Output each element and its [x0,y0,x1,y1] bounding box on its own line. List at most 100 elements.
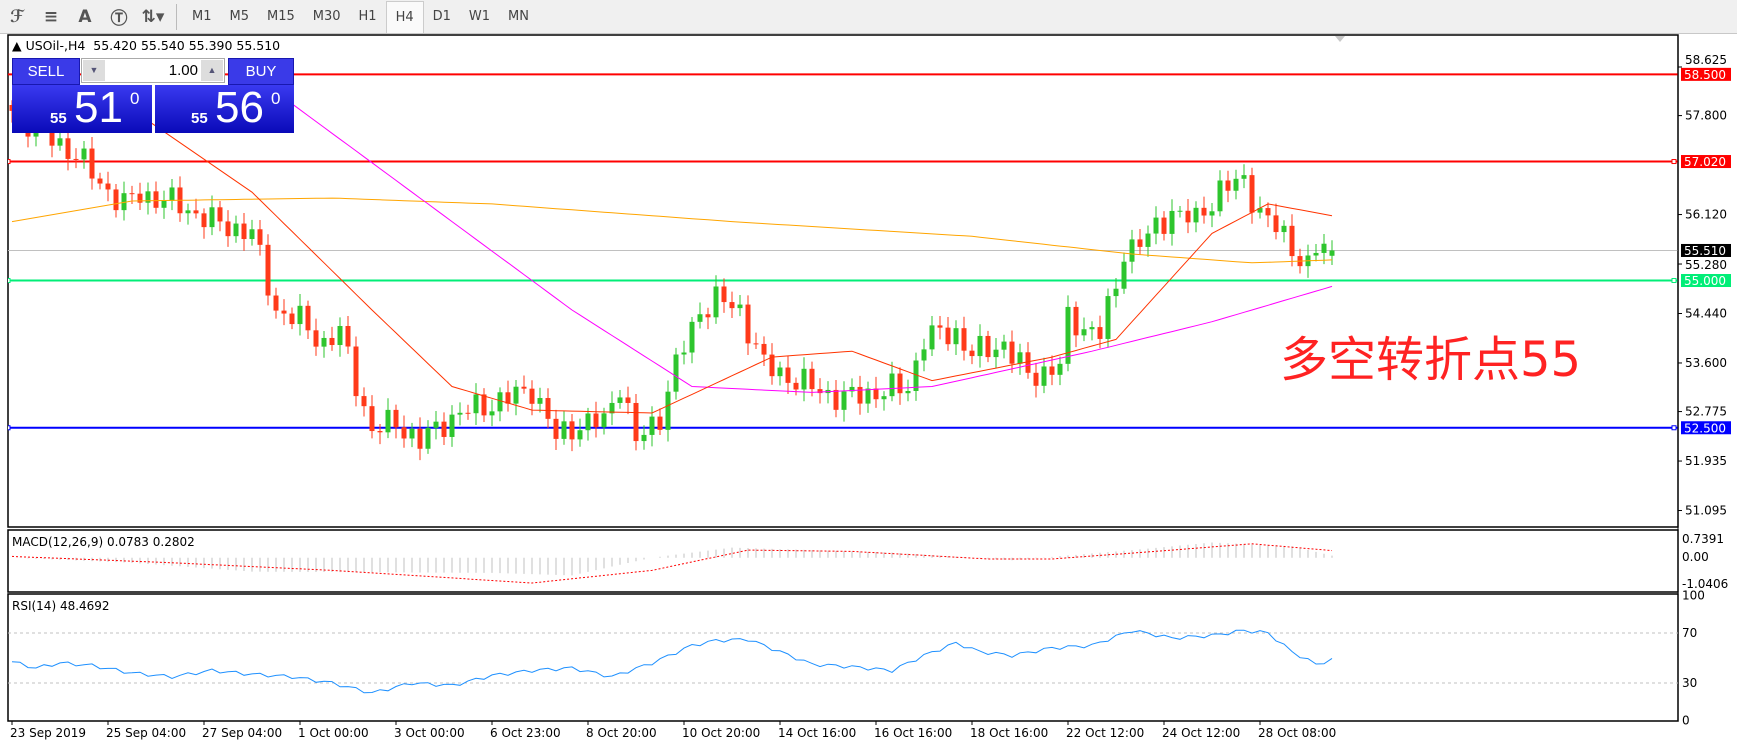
increase-icon[interactable]: ▲ [201,60,223,81]
candle-body [817,389,823,394]
candle-body [1169,210,1175,234]
candle-body [65,138,71,159]
price-tag [1681,421,1731,435]
chart-header: ▲ USOil-,H4 55.420 55.540 55.390 55.510 [12,38,281,53]
time-tick-label: 25 Sep 04:00 [106,726,186,740]
time-tick-label: 3 Oct 00:00 [394,726,465,740]
candle-body [617,397,623,403]
candle-body [1009,341,1015,364]
candle-body [73,158,79,160]
candle-body [441,421,447,437]
fibonacci-fan-icon[interactable]: ≡ [43,6,59,27]
quantity-input[interactable]: 1.00 [168,62,198,79]
candle-body [1145,233,1151,247]
candle-body [113,189,119,211]
rsi-tick-label: 100 [1682,589,1705,603]
candle-body [1025,352,1031,373]
time-tick-label: 8 Oct 20:00 [586,726,657,740]
buy-button[interactable]: BUY [228,58,294,85]
candle-body [569,421,575,440]
candle-body [513,386,519,404]
candle-body [881,396,887,400]
arrows-icon[interactable]: ⇅▾ [141,6,165,27]
text-icon[interactable]: A [78,6,92,27]
candle-body [961,328,967,351]
candle-body [921,349,927,361]
price-plot [8,62,1678,461]
candle-body [993,349,999,358]
timeframe-d1[interactable]: D1 [432,8,451,24]
candle-body [297,305,303,325]
candle-body [105,183,111,190]
candle-body [1017,352,1023,364]
timeframe-w1[interactable]: W1 [468,8,491,24]
buy-price[interactable]: 55 56 0 [155,83,294,133]
timeframe-m15[interactable]: M15 [267,8,295,24]
timeframe-m30[interactable]: M30 [312,8,341,24]
timeframe-h1[interactable]: H1 [358,8,377,24]
candle-body [497,392,503,412]
candle-body [433,421,439,428]
candle-body [209,207,215,228]
candle-body [953,328,959,345]
candle-body [897,373,903,394]
buy-price-fraction: 0 [271,89,281,108]
candle-body [129,193,135,195]
candle-body [153,191,159,208]
candle-body [97,178,103,184]
time-tick-label: 27 Sep 04:00 [202,726,282,740]
timeframe-mn[interactable]: MN [508,8,529,24]
candle-body [337,326,343,346]
candle-body [1001,341,1007,350]
text-label-icon[interactable]: Ⓣ [110,9,128,29]
moving-average-line [11,197,1333,264]
line-anchor [8,278,11,284]
candle-body [1161,217,1167,234]
candle-body [289,313,295,325]
decrease-icon[interactable]: ▼ [83,60,105,81]
candle-body [241,223,247,240]
candle-body [145,191,151,203]
candle-body [721,286,727,303]
sell-price[interactable]: 55 51 0 [12,83,152,133]
candle-body [865,388,871,404]
candle-body [793,382,799,390]
candle-body [345,326,351,347]
candle-body [777,367,783,377]
timeframe-m5[interactable]: M5 [229,8,250,24]
ohlc-values: 55.420 55.540 55.390 55.510 [93,38,281,53]
moving-average-line [131,109,1333,414]
moving-average-line [235,62,1333,393]
one-click-trading-panel: SELL ▼ 1.00 ▲ BUY 55 51 0 55 56 0 [12,58,294,133]
candle-body [1209,211,1215,216]
candle-body [305,305,311,331]
candle-body [393,409,399,428]
candle-body [1249,175,1255,213]
candle-body [697,314,703,322]
candle-body [1041,366,1047,386]
symbol-label: USOil-,H4 [25,38,86,53]
candle-body [465,412,471,414]
candle-body [1065,306,1071,364]
sell-button[interactable]: SELL [12,58,80,85]
candle-body [673,354,679,392]
timeframe-h4[interactable]: H4 [385,0,424,33]
candle-body [1321,243,1327,253]
candle-body [457,412,463,415]
candle-body [553,418,559,439]
quantity-stepper[interactable]: ▼ 1.00 ▲ [81,58,225,83]
time-tick-label: 28 Oct 08:00 [1258,726,1336,740]
rsi-panel [7,593,1679,722]
sell-price-main: 51 [74,83,123,132]
timeframe-m1[interactable]: M1 [192,8,212,24]
candle-body [593,413,599,428]
fibonacci-expansion-icon[interactable]: ℱ [10,6,24,27]
candle-body [505,392,511,404]
candle-body [657,416,663,430]
macd-tick-label: 0.00 [1682,550,1709,564]
candle-body [449,414,455,437]
price-tag [1681,155,1731,169]
candle-body [761,343,767,355]
candle-body [273,295,279,311]
